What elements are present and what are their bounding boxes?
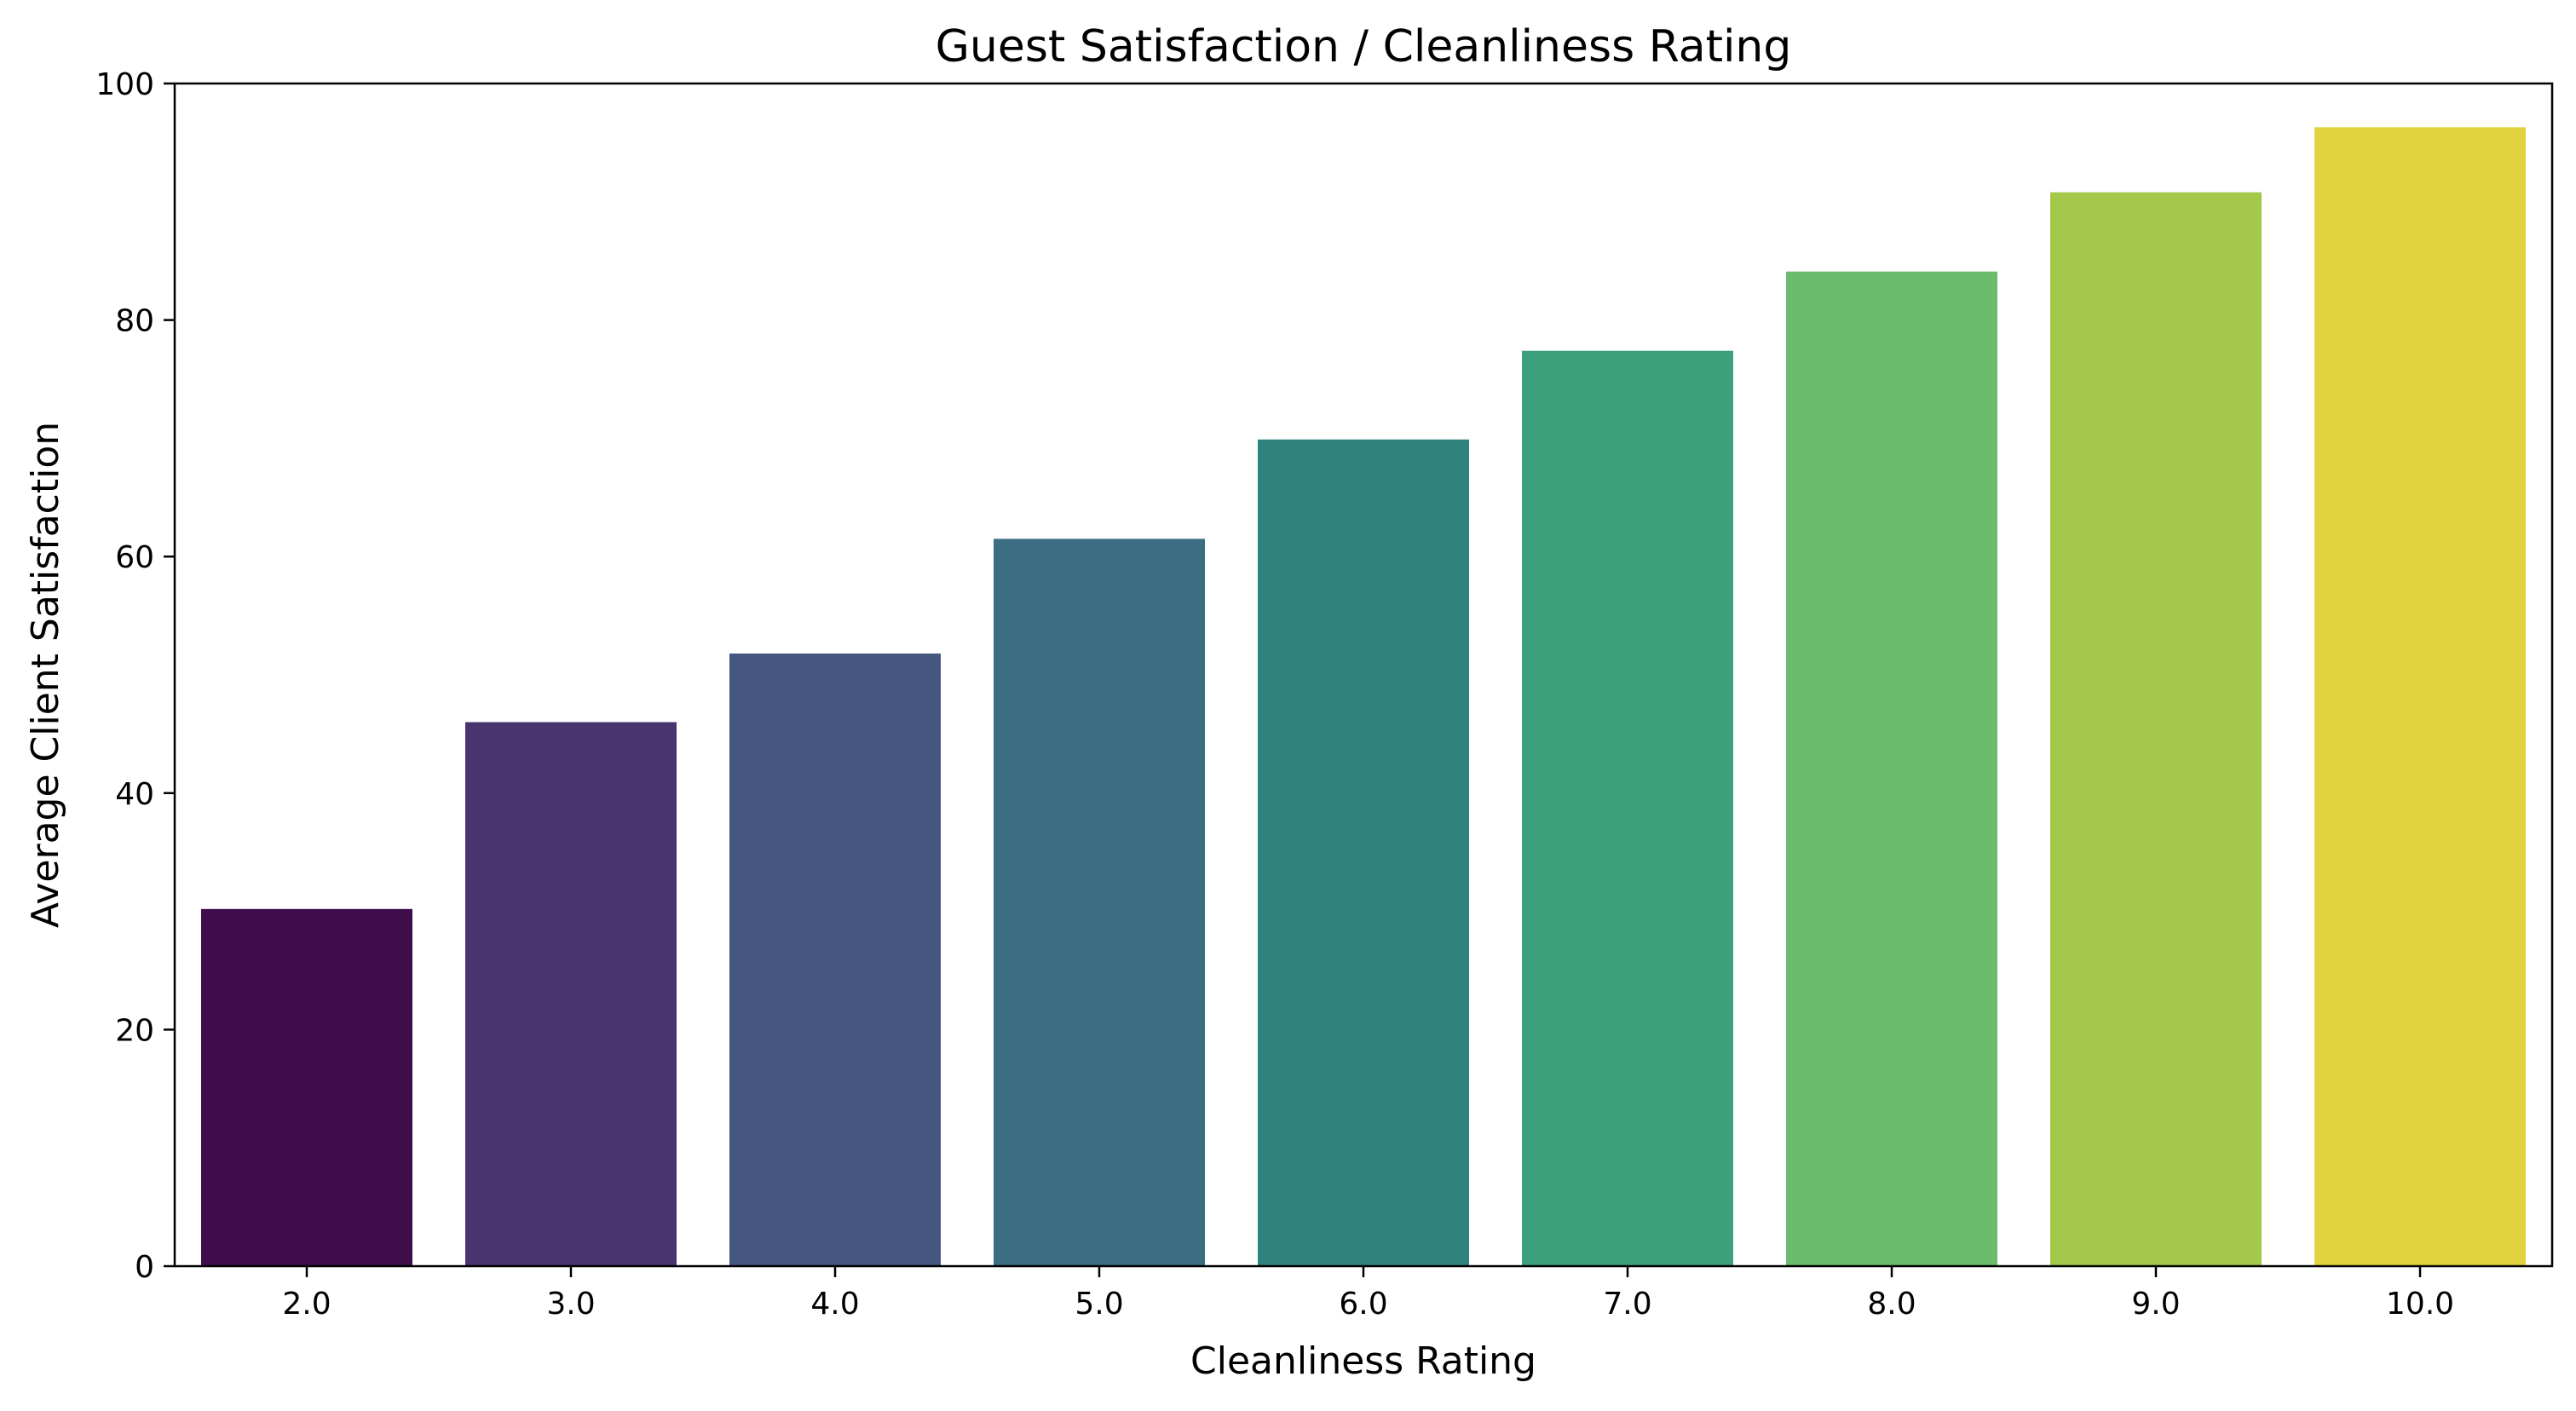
- ticks-layer: 2.0 3.0 4.0 5.0 6.0 7.0 8.0 9.0 10.0 0 20 40 60 80 100: [95, 67, 2454, 1322]
- x-tick-label: 3.0: [546, 1287, 595, 1322]
- bar-7.0: [1522, 350, 1733, 1266]
- x-tick-label: 8.0: [1867, 1287, 1916, 1322]
- y-tick-label: 0: [135, 1250, 154, 1285]
- bar-10.0: [2314, 127, 2526, 1267]
- bar-9.0: [2050, 192, 2262, 1266]
- y-axis-label: Average Client Satisfaction: [24, 422, 67, 928]
- bars-layer: [201, 127, 2526, 1267]
- x-tick-label: 4.0: [810, 1287, 859, 1322]
- y-tick-label: 80: [115, 304, 154, 339]
- y-tick-label: 40: [115, 777, 154, 812]
- x-tick-label: 6.0: [1339, 1287, 1387, 1322]
- x-tick-label: 7.0: [1603, 1287, 1651, 1322]
- x-tick-label: 10.0: [2386, 1287, 2454, 1322]
- bar-3.0: [465, 722, 677, 1266]
- x-tick-label: 9.0: [2131, 1287, 2180, 1322]
- bar-5.0: [994, 538, 1205, 1266]
- y-tick-label: 60: [115, 540, 154, 575]
- x-axis-label: Cleanliness Rating: [1190, 1339, 1536, 1383]
- x-tick-label: 2.0: [282, 1287, 331, 1322]
- chart-title: Guest Satisfaction / Cleanliness Rating: [936, 21, 1792, 72]
- bar-6.0: [1258, 439, 1469, 1266]
- y-tick-label: 100: [95, 67, 154, 102]
- bar-8.0: [1786, 271, 1997, 1266]
- bar-4.0: [729, 654, 941, 1266]
- bar-2.0: [201, 908, 412, 1266]
- y-tick-label: 20: [115, 1013, 154, 1048]
- x-tick-label: 5.0: [1075, 1287, 1123, 1322]
- plot-frame: [173, 82, 2554, 1268]
